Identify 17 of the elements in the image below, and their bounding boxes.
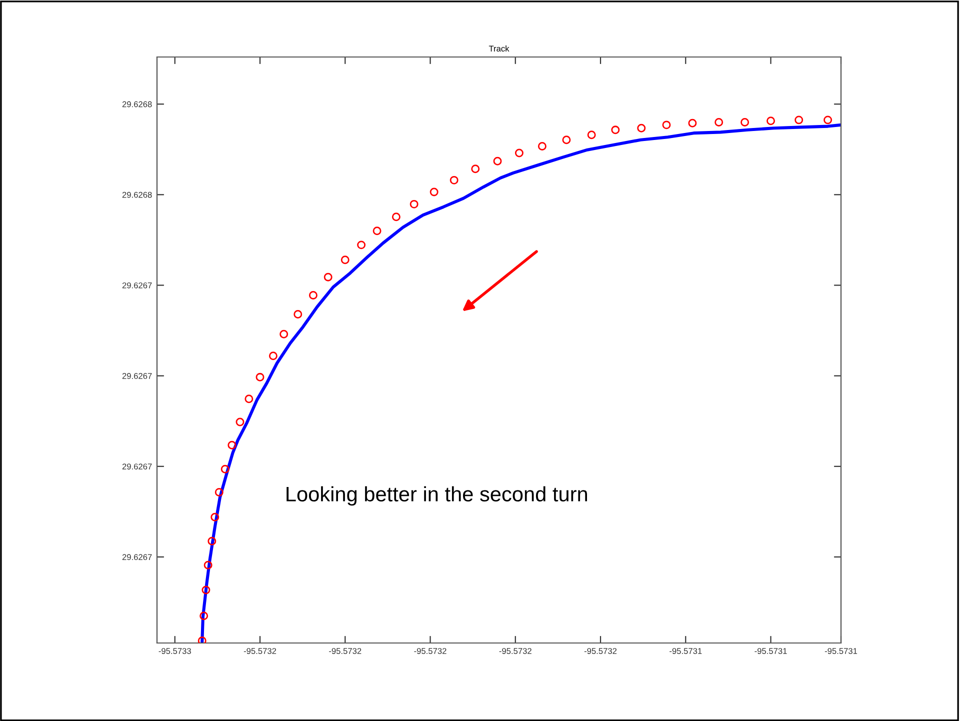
y-tick-label: 29.6267 bbox=[122, 464, 152, 470]
x-tick-label: -95.5732 bbox=[499, 648, 532, 654]
x-tick-label: -95.5732 bbox=[414, 648, 446, 654]
x-tick-label: -95.5731 bbox=[754, 648, 787, 654]
x-tick-label: -95.5731 bbox=[670, 648, 702, 654]
y-tick-label: 29.6268 bbox=[122, 192, 152, 198]
x-tick-label: -95.5733 bbox=[158, 648, 191, 654]
y-tick-label: 29.6268 bbox=[122, 101, 152, 108]
annotation: Looking better in the second turn bbox=[286, 486, 587, 506]
x-tick-label: -95.5731 bbox=[824, 648, 858, 654]
chart-title: Track bbox=[488, 45, 510, 52]
x-tick-label: -95.5732 bbox=[584, 648, 617, 654]
x-tick-label: -95.5732 bbox=[329, 648, 362, 654]
x-tick-label: -95.5732 bbox=[244, 648, 276, 654]
y-tick-label: 29.6267 bbox=[122, 282, 152, 288]
y-tick-label: 29.6267 bbox=[122, 373, 152, 379]
y-tick-label: 29.6267 bbox=[122, 554, 152, 560]
